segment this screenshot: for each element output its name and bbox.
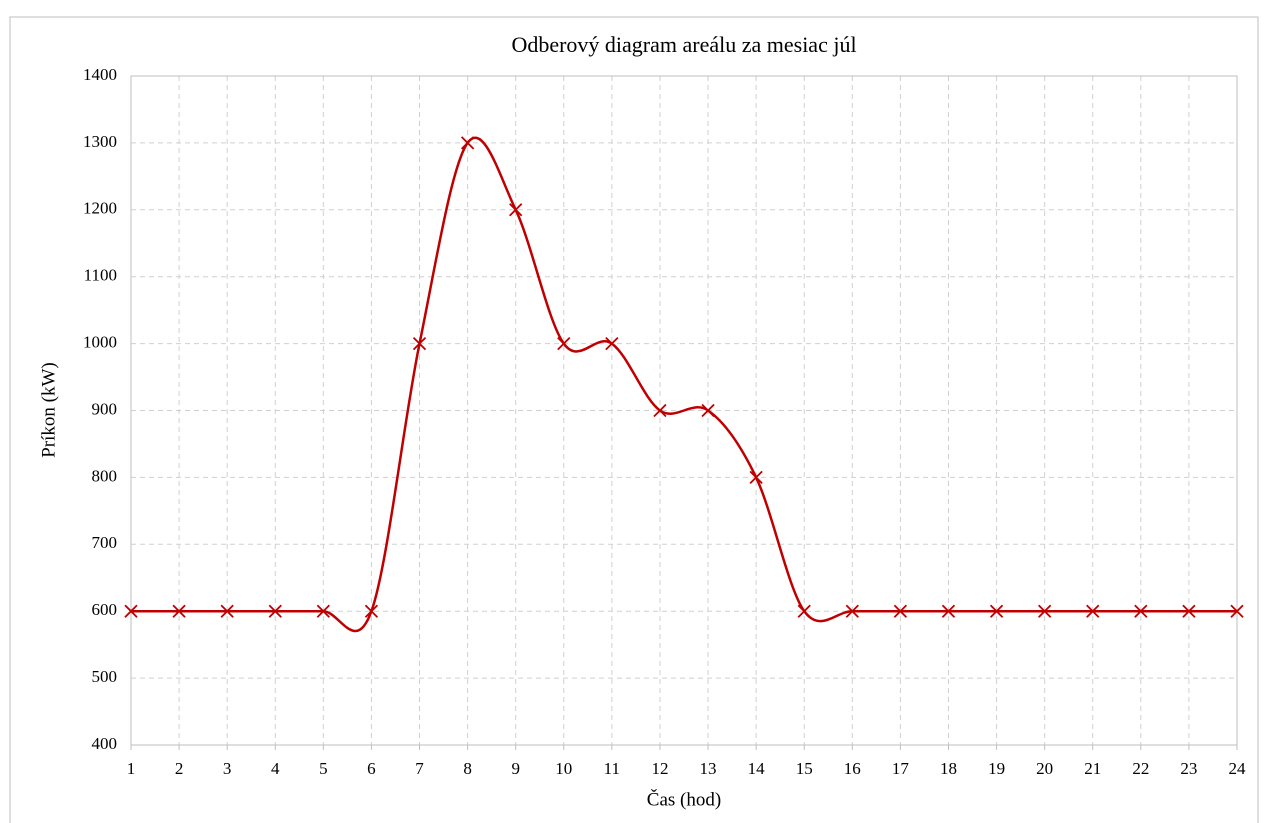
x-tick-label: 6 [367,759,376,778]
marker [460,136,475,150]
line-series [131,136,1237,633]
y-tick-label: 700 [92,533,118,552]
x-tick-label: 5 [319,759,328,778]
x-tick-label: 18 [940,759,957,778]
marker [172,604,186,618]
marker [1230,604,1244,618]
x-tick-label: 17 [892,759,910,778]
x-tick-label: 10 [555,759,572,778]
marker [989,604,1004,618]
x-tick-label: 24 [1229,759,1247,778]
y-tick-label: 1200 [83,199,117,218]
marker [653,403,667,418]
x-tick-label: 12 [651,759,668,778]
y-tick-label: 1100 [84,266,117,285]
marker [268,604,282,618]
marker [364,604,379,618]
x-tick-label: 16 [844,759,861,778]
y-tick-label: 1300 [83,132,117,151]
marker [509,203,523,217]
plot-area [130,75,1238,746]
marker [797,604,811,618]
y-tick-label: 600 [92,600,118,619]
y-tick-label: 800 [92,466,118,485]
y-tick-label: 1000 [83,333,117,352]
y-tick-label: 1400 [83,65,117,84]
marker [412,336,427,351]
x-tick-label: 2 [175,759,184,778]
marker [124,604,138,618]
x-tick-label: 19 [988,759,1005,778]
chart-frame [9,16,1259,823]
x-tick-label: 22 [1132,759,1149,778]
y-axis-label: Príkon (kW) [38,362,59,458]
marker [557,336,571,351]
marker [845,604,859,618]
x-tick-label: 14 [748,759,766,778]
x-axis-label: Čas (hod) [647,788,721,810]
marker [1182,604,1196,618]
marker [1038,604,1052,618]
marker [893,604,908,618]
x-tick-label: 7 [415,759,424,778]
x-tick-label: 21 [1084,759,1101,778]
marker [605,336,619,351]
marker [701,403,715,418]
marker [1086,604,1100,618]
marker [316,604,330,618]
x-tick-label: 4 [271,759,280,778]
x-tick-label: 13 [700,759,717,778]
marker [941,604,956,618]
x-tick-label: 3 [223,759,232,778]
marker [749,470,763,485]
marker [220,604,234,618]
x-tick-label: 9 [511,759,520,778]
y-tick-label: 400 [92,734,118,753]
x-tick-label: 20 [1036,759,1053,778]
x-tick-label: 15 [796,759,813,778]
x-tick-label: 23 [1180,759,1197,778]
chart-title: Odberový diagram areálu za mesiac júl [511,32,856,57]
x-tick-label: 1 [127,759,136,778]
y-tick-label: 900 [92,399,118,418]
x-tick-label: 11 [604,759,620,778]
x-tick-label: 8 [463,759,472,778]
marker [1134,604,1148,618]
y-tick-label: 500 [92,667,118,686]
